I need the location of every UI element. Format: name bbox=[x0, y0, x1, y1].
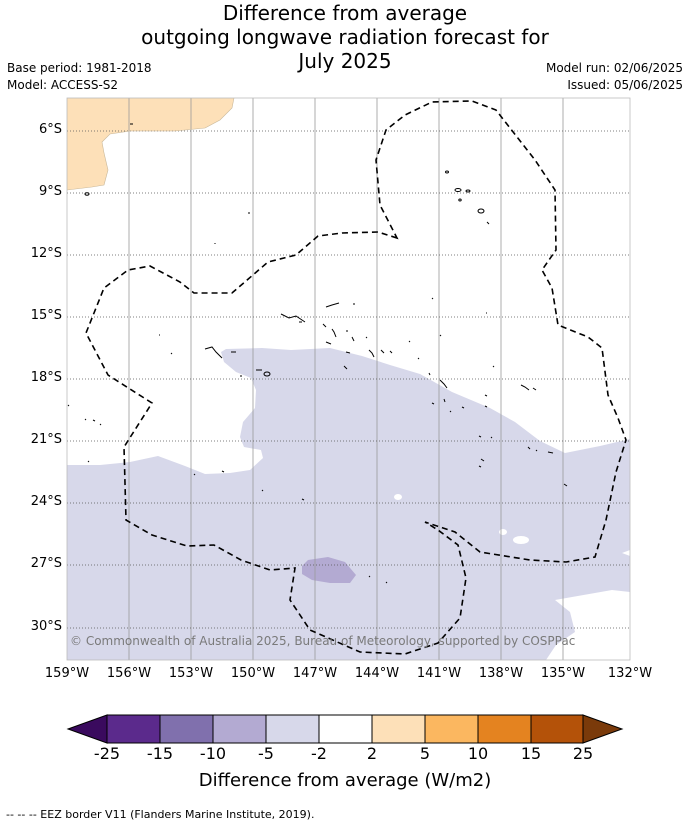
lon-label-135w: 135°W bbox=[540, 666, 586, 681]
island-outlines bbox=[67, 123, 568, 584]
lat-label-24s: 24°S bbox=[30, 494, 62, 509]
model-name: Model: ACCESS-S2 bbox=[7, 78, 119, 92]
lon-label-132w: 132°W bbox=[607, 666, 653, 681]
lat-label-30s: 30°S bbox=[30, 619, 62, 634]
meta-left: Base period: 1981-2018 Model: ACCESS-S2 bbox=[7, 60, 152, 94]
colorbar-segment bbox=[318, 714, 373, 744]
lon-label-141w: 141°W bbox=[416, 666, 462, 681]
colorbar-segment bbox=[371, 714, 426, 744]
positive-region-edge bbox=[67, 98, 235, 191]
title-line-1: Difference from average bbox=[222, 1, 468, 25]
colorbar-tick: 10 bbox=[467, 744, 489, 763]
colorbar-label: Difference from average (W/m2) bbox=[198, 770, 492, 791]
colorbar-tick: 2 bbox=[366, 744, 378, 763]
colorbar-segment bbox=[106, 714, 161, 744]
lat-label-9s: 9°S bbox=[38, 184, 62, 199]
colorbar-tick: 25 bbox=[572, 744, 594, 763]
meta-right: Model run: 02/06/2025 Issued: 05/06/2025 bbox=[546, 60, 683, 94]
colorbar-segment bbox=[477, 714, 532, 744]
colorbar-segment bbox=[530, 714, 584, 744]
map-frame bbox=[66, 97, 631, 661]
colorbar-tick: -15 bbox=[146, 744, 174, 763]
positive-anomaly-region bbox=[67, 98, 234, 190]
eez-border-main bbox=[85, 100, 627, 655]
colorbar-extend-low bbox=[66, 714, 108, 744]
colorbar-tick: -10 bbox=[199, 744, 227, 763]
lon-label-150w: 150°W bbox=[230, 666, 276, 681]
colorbar-segment bbox=[424, 714, 479, 744]
map-title: Difference from average outgoing longwav… bbox=[0, 1, 690, 73]
negative-anomaly-region bbox=[67, 348, 630, 660]
lon-label-138w: 138°W bbox=[478, 666, 524, 681]
issued-date: Issued: 05/06/2025 bbox=[567, 78, 683, 92]
footer-note: -- -- -- EEZ border V11 (Flanders Marine… bbox=[6, 808, 315, 821]
lat-label-12s: 12°S bbox=[30, 246, 62, 261]
lon-label-147w: 147°W bbox=[292, 666, 338, 681]
strong-negative-anomaly-region bbox=[302, 557, 356, 583]
title-line-2: outgoing longwave radiation forecast for bbox=[141, 25, 549, 49]
colorbar-segment bbox=[159, 714, 214, 744]
colorbar-tick: -2 bbox=[311, 744, 327, 763]
colorbar-tick: 15 bbox=[520, 744, 542, 763]
lon-label-144w: 144°W bbox=[354, 666, 400, 681]
map-copyright: © Commonwealth of Australia 2025, Bureau… bbox=[70, 634, 576, 648]
lat-label-21s: 21°S bbox=[30, 432, 62, 447]
lon-label-153w: 153°W bbox=[168, 666, 214, 681]
colorbar-segment bbox=[265, 714, 320, 744]
lat-label-27s: 27°S bbox=[30, 556, 62, 571]
lon-label-156w: 156°W bbox=[106, 666, 152, 681]
lat-label-15s: 15°S bbox=[30, 308, 62, 323]
colorbar-tick: -5 bbox=[258, 744, 274, 763]
title-line-3: July 2025 bbox=[298, 49, 392, 73]
colorbar bbox=[66, 714, 624, 744]
lat-label-6s: 6°S bbox=[38, 122, 62, 137]
colorbar-segment bbox=[212, 714, 267, 744]
lon-label-159w: 159°W bbox=[44, 666, 90, 681]
model-run-date: Model run: 02/06/2025 bbox=[545, 61, 683, 75]
colorbar-extend-high bbox=[582, 714, 624, 744]
colorbar-tick: 5 bbox=[419, 744, 431, 763]
lat-label-18s: 18°S bbox=[30, 370, 62, 385]
base-period: Base period: 1981-2018 bbox=[7, 61, 152, 75]
colorbar-tick: -25 bbox=[93, 744, 121, 763]
